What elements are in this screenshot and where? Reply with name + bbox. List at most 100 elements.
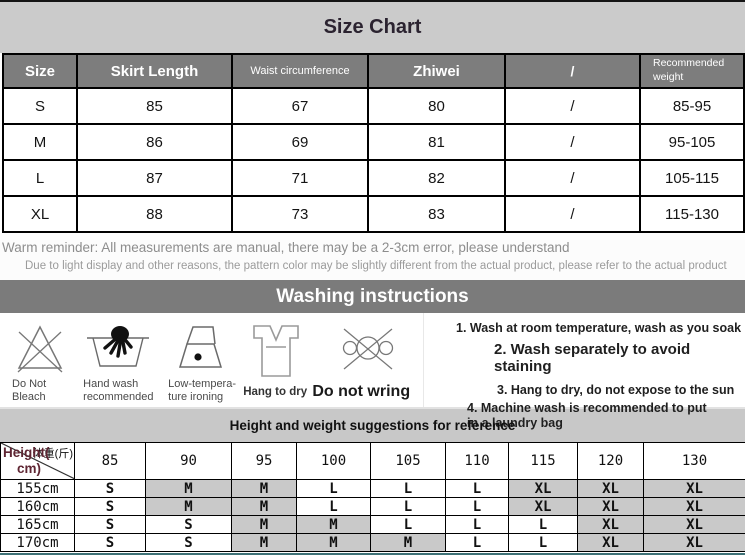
size-suggestion-cell: M <box>145 497 232 516</box>
size-cell: / <box>504 159 641 197</box>
height-weight-banner: Height and weight suggestions for refere… <box>0 409 745 442</box>
corner-height-label: Height( <box>3 445 50 460</box>
height-row-165: 165cm S S M M L L L XL XL <box>0 515 745 534</box>
weight-header-cell: 85 <box>74 442 146 480</box>
size-suggestion-cell: XL <box>643 479 745 498</box>
size-suggestion-cell: S <box>145 515 232 534</box>
size-suggestion-cell: XL <box>643 533 745 552</box>
size-cell: 85-95 <box>639 87 745 125</box>
size-suggestion-cell: L <box>370 479 446 498</box>
reminder-line-1: Warm reminder: All measurements are manu… <box>2 240 570 255</box>
size-cell: 88 <box>76 195 233 233</box>
washing-label: Do Not Bleach <box>4 378 46 404</box>
size-cell: 86 <box>76 123 233 161</box>
height-label-cell: 160cm <box>0 497 75 516</box>
size-row-xl: XL 88 73 83 / 115-130 <box>2 195 745 233</box>
size-suggestion-cell: L <box>445 533 509 552</box>
size-cell: S <box>2 87 78 125</box>
header-cell-skirt-length: Skirt Length <box>76 53 233 89</box>
size-suggestion-cell: XL <box>577 479 644 498</box>
size-cell: 115-130 <box>639 195 745 233</box>
size-cell: 67 <box>231 87 369 125</box>
do-not-wring-icon <box>339 316 397 383</box>
title-strip: Size Chart <box>0 2 745 53</box>
weight-header-cell: 90 <box>145 442 232 480</box>
size-cell: 105-115 <box>639 159 745 197</box>
page-title: Size Chart <box>323 16 422 38</box>
size-cell: 69 <box>231 123 369 161</box>
weight-header-cell: 115 <box>508 442 578 480</box>
washing-icons-row: Do Not Bleach <box>0 313 424 407</box>
size-suggestion-cell: XL <box>643 497 745 516</box>
washing-step-2: 2. Wash separately to avoid staining <box>494 341 691 375</box>
size-suggestion-cell: M <box>145 479 232 498</box>
washing-label-line: recommended <box>83 391 154 404</box>
size-suggestion-cell: L <box>370 515 446 534</box>
washing-label-line: Low-tempera- <box>168 378 236 391</box>
do-not-bleach-icon <box>13 316 67 378</box>
size-suggestion-cell: XL <box>508 497 578 516</box>
weight-header-cell: 100 <box>296 442 371 480</box>
size-cell: XL <box>2 195 78 233</box>
size-row-m: M 86 69 81 / 95-105 <box>2 123 745 161</box>
size-suggestion-cell: M <box>296 533 371 552</box>
size-cell: 80 <box>367 87 506 125</box>
hang-to-dry-icon <box>245 316 307 386</box>
washing-label: Do not wring <box>312 383 411 401</box>
weight-header-cell: 110 <box>445 442 509 480</box>
size-suggestion-cell: XL <box>577 497 644 516</box>
height-weight-banner-title: Height and weight suggestions for refere… <box>229 418 516 433</box>
header-cell-waist: Waist circumference <box>231 53 369 89</box>
height-weight-corner-cell: 体重(斤) Height( cm) <box>0 442 75 480</box>
washing-label-line: Hand wash <box>83 378 139 391</box>
size-suggestion-cell: L <box>296 479 371 498</box>
height-label-cell: 170cm <box>0 533 75 552</box>
washing-banner-title: Washing instructions <box>276 285 469 307</box>
size-cell: / <box>504 195 641 233</box>
washing-steps: 1. Wash at room temperature, wash as you… <box>424 313 745 430</box>
height-label-cell: 165cm <box>0 515 75 534</box>
size-table: Size Skirt Length Waist circumference Zh… <box>2 53 745 233</box>
washing-step-1: 1. Wash at room temperature, wash as you… <box>456 321 742 335</box>
size-cell: 73 <box>231 195 369 233</box>
washing-label: Hang to dry <box>243 386 308 399</box>
size-suggestion-cell: M <box>231 479 297 498</box>
washing-label-line: Bleach <box>12 391 46 404</box>
size-suggestion-cell: S <box>74 497 146 516</box>
height-row-170: 170cm S S M M M L L XL XL <box>0 533 745 552</box>
washing-label-line: ture ironing <box>168 391 224 404</box>
size-suggestion-cell: XL <box>577 533 644 552</box>
size-cell: 82 <box>367 159 506 197</box>
corner-height-label: cm) <box>17 461 42 476</box>
size-cell: 71 <box>231 159 369 197</box>
weight-header-cell: 130 <box>643 442 745 480</box>
size-suggestion-cell: M <box>231 515 297 534</box>
size-suggestion-cell: L <box>508 515 578 534</box>
size-suggestion-cell: M <box>296 515 371 534</box>
size-suggestion-cell: XL <box>577 515 644 534</box>
washing-item-do-not-bleach: Do Not Bleach <box>4 316 75 404</box>
washing-item-hang-to-dry: Hang to dry <box>239 316 312 404</box>
reminder-line-2: Due to light display and other reasons, … <box>25 260 727 272</box>
size-row-s: S 85 67 80 / 85-95 <box>2 87 745 125</box>
hand-wash-icon <box>86 316 150 378</box>
header-cell-zhiwei: Zhiwei <box>367 53 506 89</box>
washing-label: Hand wash recommended <box>75 378 153 404</box>
size-suggestion-cell: M <box>231 533 297 552</box>
height-label-cell: 155cm <box>0 479 75 498</box>
washing-item-hand-wash: Hand wash recommended <box>75 316 160 404</box>
size-row-l: L 87 71 82 / 105-115 <box>2 159 745 197</box>
washing-item-do-not-wring: Do not wring <box>312 316 423 404</box>
header-cell-slash: / <box>504 53 641 89</box>
header-cell-recommended-weight: Recommended weight <box>639 53 745 89</box>
weight-header-cell: 120 <box>577 442 644 480</box>
size-suggestion-cell: L <box>445 479 509 498</box>
washing-label: Low-tempera- ture ironing <box>160 378 236 404</box>
height-row-155: 155cm S M M L L L XL XL XL <box>0 479 745 498</box>
size-suggestion-cell: XL <box>508 479 578 498</box>
size-suggestion-cell: S <box>74 515 146 534</box>
size-cell: 87 <box>76 159 233 197</box>
height-weight-header-row: 体重(斤) Height( cm) 85 90 95 100 105 110 1… <box>0 442 745 480</box>
height-row-160: 160cm S M M L L L XL XL XL <box>0 497 745 516</box>
